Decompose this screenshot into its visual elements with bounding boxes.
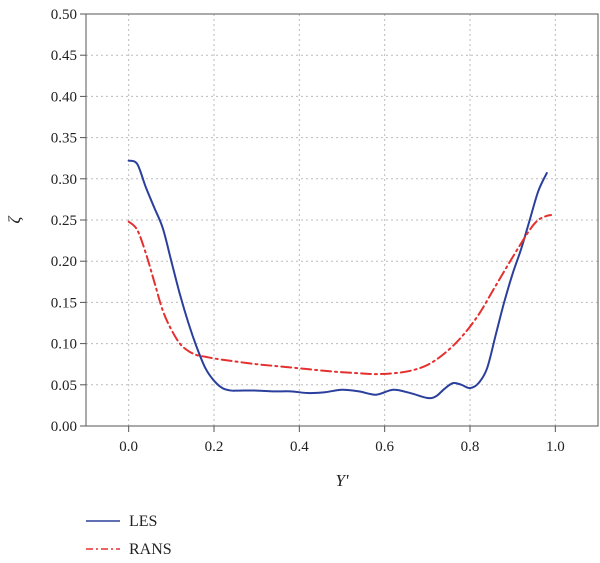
y-tick-label-1: 0.05 [51,378,77,394]
y-axis-title: ζ [5,215,24,223]
legend-label-les: LES [129,513,157,530]
y-tick-label-9: 0.45 [51,48,77,64]
series-line-rans [127,214,553,376]
y-tick-label-3: 0.15 [51,295,77,311]
x-tick-label-1: 0.2 [205,439,224,455]
y-tick-label-2: 0.10 [51,337,77,353]
legend-label-rans: RANS [129,541,172,558]
x-tick-label-3: 0.6 [375,439,394,455]
x-tick-label-2: 0.4 [290,439,309,455]
x-tick-label-4: 0.8 [461,439,480,455]
legend: LES RANS [86,513,172,558]
y-tick-label-5: 0.25 [51,213,77,229]
y-tick-label-0: 0.00 [51,419,77,435]
x-tick-label-0: 0.0 [119,439,138,455]
y-tick-label-6: 0.30 [51,172,77,188]
y-tick-label-7: 0.35 [51,131,77,147]
series-layer [127,159,553,400]
y-tick-label-10: 0.50 [51,7,77,23]
grid-lines [86,13,598,426]
series-line-les [127,159,548,400]
y-tick-label-4: 0.20 [51,254,77,270]
axis-ticks: 0.0 0.2 0.4 0.6 0.8 1.0 0.00 0.05 0.10 0.15 0.20 0.… [51,7,565,455]
y-tick-label-8: 0.40 [51,89,77,105]
x-axis-title: Y' [335,471,348,490]
x-tick-label-5: 1.0 [546,439,565,455]
